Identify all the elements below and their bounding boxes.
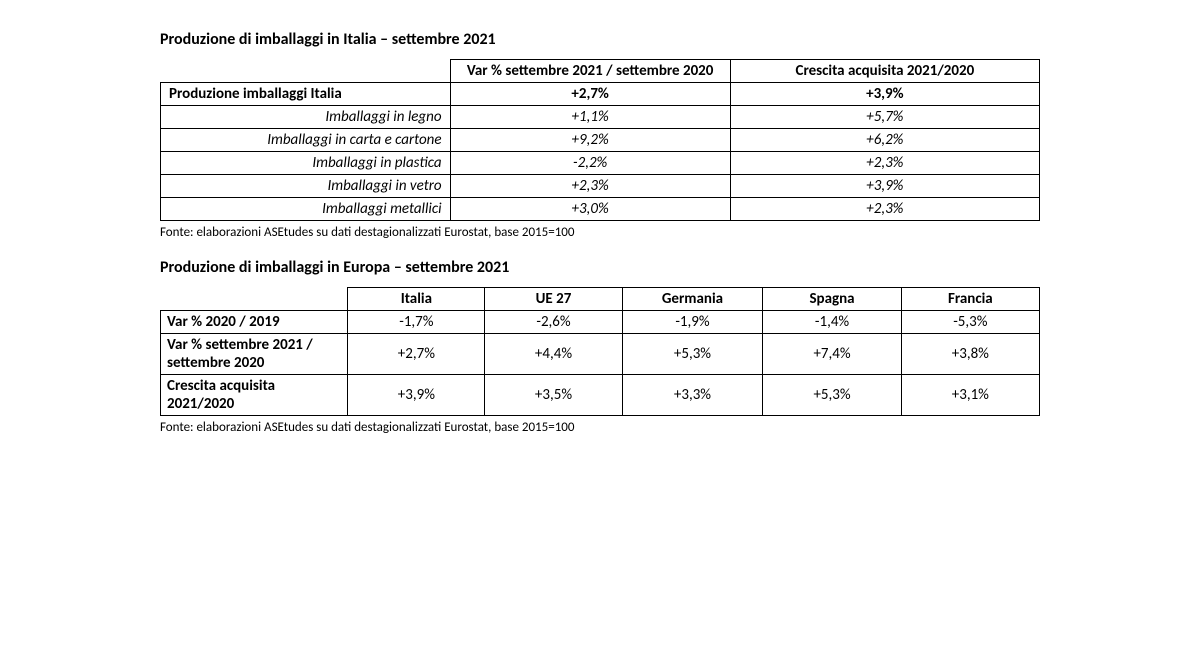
table-row: Imballaggi in vetro +2,3% +3,9% xyxy=(161,175,1040,198)
t2-h4: Francia xyxy=(901,288,1039,311)
t1-row4-v2: +3,9% xyxy=(730,175,1039,198)
t1-header-col1: Var % settembre 2021 / settembre 2020 xyxy=(450,60,730,83)
europe-packaging-table: Italia UE 27 Germania Spagna Francia Var… xyxy=(160,287,1040,416)
table-row: Produzione imballaggi Italia +2,7% +3,9% xyxy=(161,83,1040,106)
t2-h0: Italia xyxy=(348,288,485,311)
t1-row3-v2: +2,3% xyxy=(730,152,1039,175)
t1-row0-v1: +2,7% xyxy=(450,83,730,106)
t1-row0-v2: +3,9% xyxy=(730,83,1039,106)
t2-h3: Spagna xyxy=(763,288,901,311)
table-row: Crescita acquisita 2021/2020 +3,9% +3,5%… xyxy=(161,375,1040,416)
t1-row5-v2: +2,3% xyxy=(730,198,1039,221)
t1-row1-v2: +5,7% xyxy=(730,106,1039,129)
t2-row0-v2: -1,9% xyxy=(622,311,763,334)
t2-row1-label: Var % settembre 2021 / settembre 2020 xyxy=(161,334,348,375)
t1-row1-v1: +1,1% xyxy=(450,106,730,129)
t1-row2-v1: +9,2% xyxy=(450,129,730,152)
table-row: Var % 2020 / 2019 -1,7% -2,6% -1,9% -1,4… xyxy=(161,311,1040,334)
t1-row0-label: Produzione imballaggi Italia xyxy=(161,83,451,106)
t2-h1: UE 27 xyxy=(485,288,622,311)
t1-row4-label: Imballaggi in vetro xyxy=(161,175,451,198)
t1-row3-label: Imballaggi in plastica xyxy=(161,152,451,175)
empty-cell xyxy=(161,288,348,311)
t2-row2-v2: +3,3% xyxy=(622,375,763,416)
t1-row5-v1: +3,0% xyxy=(450,198,730,221)
empty-cell xyxy=(161,60,451,83)
t1-row2-label: Imballaggi in carta e cartone xyxy=(161,129,451,152)
table2-title: Produzione di imballaggi in Europa – set… xyxy=(160,258,1040,277)
t1-header-col2: Crescita acquisita 2021/2020 xyxy=(730,60,1039,83)
t2-row2-v1: +3,5% xyxy=(485,375,622,416)
table-row: Imballaggi in legno +1,1% +5,7% xyxy=(161,106,1040,129)
t2-row2-label: Crescita acquisita 2021/2020 xyxy=(161,375,348,416)
t1-row5-label: Imballaggi metallici xyxy=(161,198,451,221)
t2-row0-v3: -1,4% xyxy=(763,311,901,334)
table-row: Var % settembre 2021 / settembre 2020 +2… xyxy=(161,334,1040,375)
table1-source: Fonte: elaborazioni ASEtudes su dati des… xyxy=(160,225,1040,240)
t2-row0-v1: -2,6% xyxy=(485,311,622,334)
t1-row3-v1: -2,2% xyxy=(450,152,730,175)
table-row: Imballaggi metallici +3,0% +2,3% xyxy=(161,198,1040,221)
t2-row0-v0: -1,7% xyxy=(348,311,485,334)
t2-row1-v3: +7,4% xyxy=(763,334,901,375)
table1-title: Produzione di imballaggi in Italia – set… xyxy=(160,30,1040,49)
t2-row0-label: Var % 2020 / 2019 xyxy=(161,311,348,334)
table-row: Imballaggi in carta e cartone +9,2% +6,2… xyxy=(161,129,1040,152)
t1-row4-v1: +2,3% xyxy=(450,175,730,198)
t2-row1-v0: +2,7% xyxy=(348,334,485,375)
table2-source: Fonte: elaborazioni ASEtudes su dati des… xyxy=(160,420,1040,435)
t2-row2-v0: +3,9% xyxy=(348,375,485,416)
t1-row1-label: Imballaggi in legno xyxy=(161,106,451,129)
t2-row1-v2: +5,3% xyxy=(622,334,763,375)
t2-row1-v4: +3,8% xyxy=(901,334,1039,375)
t2-row1-v1: +4,4% xyxy=(485,334,622,375)
t1-row2-v2: +6,2% xyxy=(730,129,1039,152)
table-row: Imballaggi in plastica -2,2% +2,3% xyxy=(161,152,1040,175)
t2-row2-v3: +5,3% xyxy=(763,375,901,416)
t2-h2: Germania xyxy=(622,288,763,311)
t2-row2-v4: +3,1% xyxy=(901,375,1039,416)
italy-packaging-table: Var % settembre 2021 / settembre 2020 Cr… xyxy=(160,59,1040,221)
t2-row0-v4: -5,3% xyxy=(901,311,1039,334)
